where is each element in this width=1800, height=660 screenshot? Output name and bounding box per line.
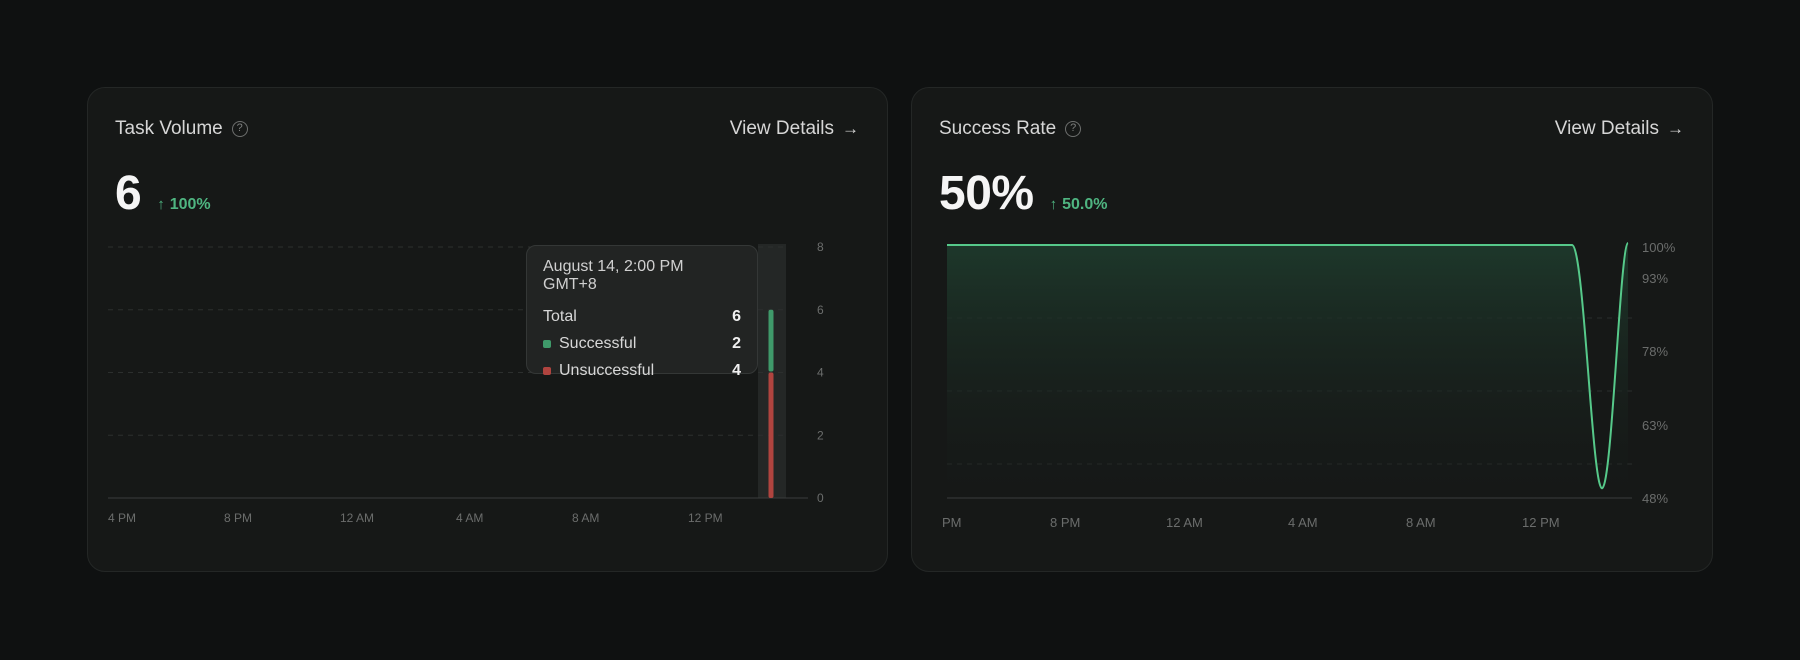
x-tick-label: 8 AM xyxy=(572,511,599,525)
success-rate-card: Success Rate ? View Details → 50% ↑ 50.0… xyxy=(911,87,1713,572)
y-tick-label: 0 xyxy=(817,491,824,505)
arrow-right-icon: → xyxy=(1667,119,1684,138)
y-tick-label: 93% xyxy=(1642,271,1668,286)
help-icon[interactable]: ? xyxy=(231,121,248,137)
x-tick-label: 4 PM xyxy=(108,511,136,525)
tooltip-unsuccessful-label: Unsuccessful xyxy=(559,361,655,379)
area-fill xyxy=(947,243,1628,498)
series-line xyxy=(947,242,1629,490)
x-tick-label: 8 PM xyxy=(224,511,252,525)
tooltip-successful-row: Successful 2 xyxy=(543,330,741,357)
delta-value: 50.0% xyxy=(1062,195,1108,213)
y-tick-label: 100% xyxy=(1642,240,1676,255)
task-volume-title-text: Task Volume xyxy=(115,118,223,139)
task-volume-card: Task Volume ? View Details → 6 ↑ 100% 0 2… xyxy=(87,87,888,572)
view-details-button[interactable]: View Details → xyxy=(730,118,859,140)
view-details-label: View Details xyxy=(729,118,834,139)
arrow-up-icon: ↑ xyxy=(1049,196,1058,213)
y-tick-label: 4 xyxy=(817,366,824,380)
success-rate-metric: 50% ↑ 50.0% xyxy=(939,166,1107,221)
metric-delta: ↑ 50.0% xyxy=(1050,196,1108,214)
task-volume-title: Task Volume ? xyxy=(115,118,248,140)
delta-value: 100% xyxy=(169,195,211,213)
x-tick-label: 8 PM xyxy=(1050,515,1080,530)
x-tick-label: 4 AM xyxy=(1288,515,1318,530)
tooltip-date: August 14, 2:00 PM GMT+8 xyxy=(543,258,684,293)
success-rate-title: Success Rate ? xyxy=(939,118,1082,140)
y-tick-label: 78% xyxy=(1642,344,1668,359)
y-tick-label: 2 xyxy=(817,428,824,442)
tooltip-successful-label: Successful xyxy=(559,334,637,352)
tooltip-total-label: Total xyxy=(543,307,577,325)
task-volume-chart[interactable]: 0 2 4 6 8 4 PM 8 PM 12 AM 4 AM 8 AM 12 PM xyxy=(88,88,887,571)
chart-tooltip: August 14, 2:00 PM GMT+8 Total 6 Success… xyxy=(526,245,758,379)
x-tick-label: PM xyxy=(942,515,962,530)
y-tick-label: 63% xyxy=(1642,418,1668,433)
success-rate-chart[interactable]: 100% 93% 78% 63% 48% PM 8 PM 12 AM 4 AM 8 AM 12 PM xyxy=(912,88,1712,571)
view-details-button[interactable]: View Details → xyxy=(1555,118,1684,140)
x-tick-label: 12 PM xyxy=(688,511,723,525)
bar-successful xyxy=(768,309,774,372)
bar-unsuccessful xyxy=(768,372,774,498)
tooltip-total-value: 6 xyxy=(732,307,741,325)
arrow-up-icon: ↑ xyxy=(157,196,165,213)
task-volume-metric: 6 ↑ 100% xyxy=(115,166,211,221)
tooltip-successful-value: 2 xyxy=(732,334,741,352)
arrow-right-icon: → xyxy=(842,119,859,138)
x-tick-label: 4 AM xyxy=(456,511,483,525)
y-tick-label: 6 xyxy=(817,303,824,317)
view-details-label: View Details xyxy=(1554,118,1659,139)
tooltip-total-row: Total 6 xyxy=(543,303,741,330)
tooltip-unsuccessful-value: 4 xyxy=(732,361,741,379)
tooltip-unsuccessful-row: Unsuccessful 4 xyxy=(543,357,741,384)
unsuccessful-legend-swatch xyxy=(543,366,551,375)
successful-legend-swatch xyxy=(543,339,551,348)
y-tick-label: 48% xyxy=(1642,491,1668,506)
x-tick-label: 12 PM xyxy=(1522,515,1560,530)
metric-value: 50% xyxy=(939,167,1034,220)
y-tick-label: 8 xyxy=(817,240,824,254)
x-tick-label: 8 AM xyxy=(1406,515,1436,530)
success-rate-title-text: Success Rate xyxy=(939,118,1057,139)
x-tick-label: 12 AM xyxy=(340,511,374,525)
metric-value: 6 xyxy=(115,167,142,220)
metric-delta: ↑ 100% xyxy=(157,196,210,214)
help-icon[interactable]: ? xyxy=(1065,121,1082,137)
x-tick-label: 12 AM xyxy=(1166,515,1203,530)
